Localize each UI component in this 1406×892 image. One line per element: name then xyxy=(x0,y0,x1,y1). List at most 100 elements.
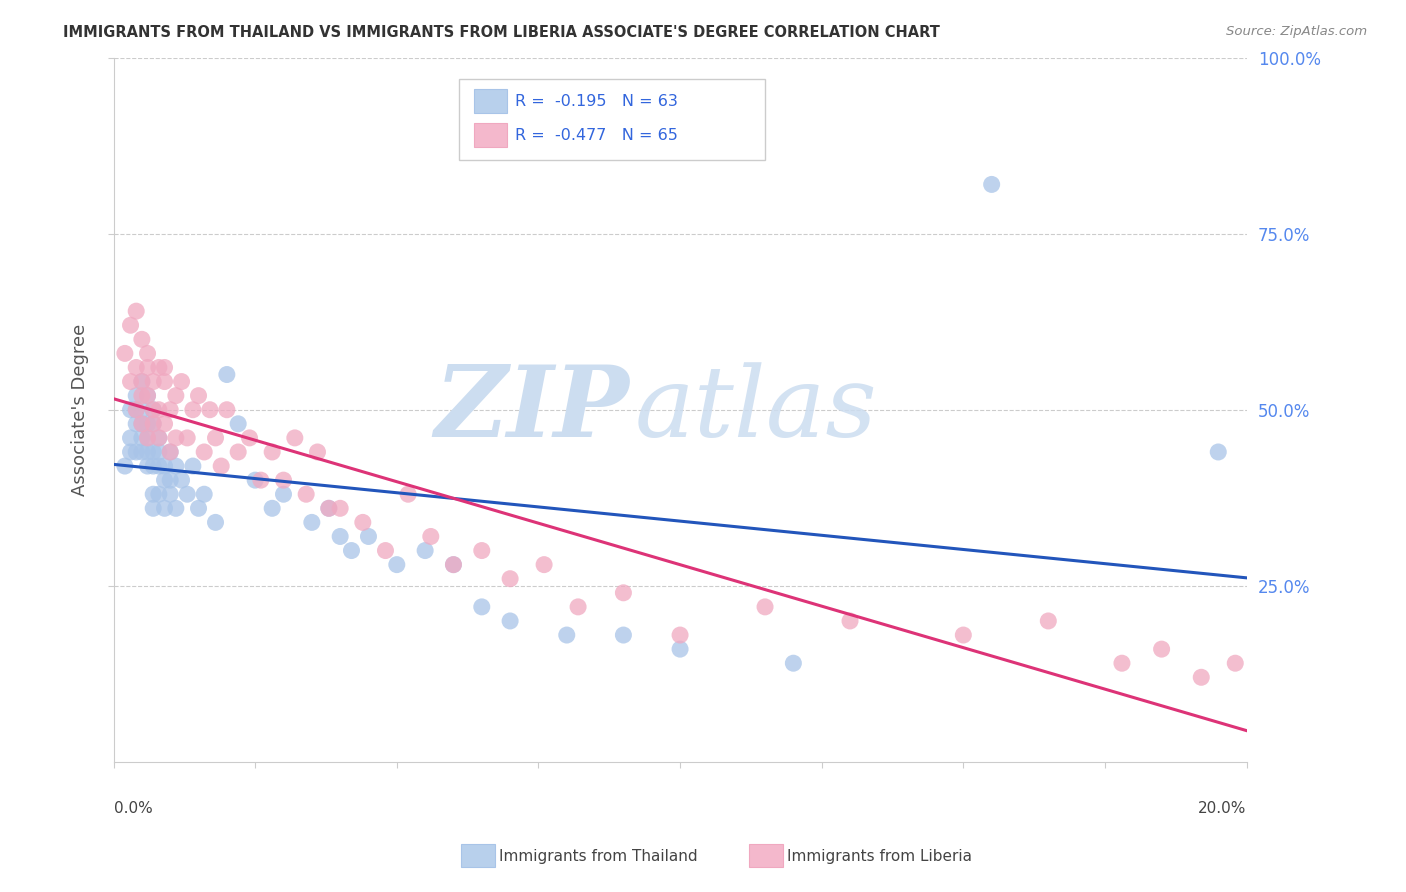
Point xyxy=(131,375,153,389)
Point xyxy=(170,473,193,487)
Point xyxy=(471,599,494,614)
Point xyxy=(471,543,494,558)
Point xyxy=(193,445,215,459)
Point xyxy=(125,417,148,431)
Point xyxy=(612,628,634,642)
Point xyxy=(181,402,204,417)
Point xyxy=(142,487,165,501)
Point xyxy=(159,402,181,417)
Text: 0.0%: 0.0% xyxy=(114,800,152,815)
Point xyxy=(226,445,249,459)
Point xyxy=(125,360,148,375)
Text: ZIP: ZIP xyxy=(434,361,628,458)
Point xyxy=(131,375,153,389)
Point xyxy=(125,402,148,417)
Point xyxy=(153,501,176,516)
Point xyxy=(284,431,307,445)
Point xyxy=(340,543,363,558)
Point xyxy=(142,417,165,431)
Point xyxy=(148,431,170,445)
Point xyxy=(142,375,165,389)
Point xyxy=(1225,657,1247,671)
Point xyxy=(329,529,352,543)
Point xyxy=(120,375,142,389)
Point xyxy=(120,431,142,445)
Point xyxy=(669,628,692,642)
Point xyxy=(131,445,153,459)
Point xyxy=(374,543,396,558)
Point xyxy=(209,458,232,473)
Point xyxy=(204,431,226,445)
Point xyxy=(318,501,340,516)
Point xyxy=(187,389,209,403)
Text: Immigrants from Thailand: Immigrants from Thailand xyxy=(499,849,697,863)
Point xyxy=(198,402,221,417)
Point xyxy=(952,628,974,642)
Point xyxy=(136,360,159,375)
FancyBboxPatch shape xyxy=(460,78,765,160)
Point xyxy=(443,558,465,572)
Point xyxy=(250,473,273,487)
Point xyxy=(125,304,148,318)
Point xyxy=(329,501,352,516)
Point xyxy=(204,516,226,530)
Point xyxy=(533,558,555,572)
Point xyxy=(153,360,176,375)
Point xyxy=(782,657,804,671)
Point xyxy=(153,458,176,473)
Point xyxy=(419,529,441,543)
Point xyxy=(125,445,148,459)
Text: R =  -0.477   N = 65: R = -0.477 N = 65 xyxy=(515,128,678,143)
Point xyxy=(165,458,187,473)
Point xyxy=(176,487,198,501)
Point xyxy=(125,402,148,417)
Point xyxy=(612,586,634,600)
Point xyxy=(114,346,136,360)
Point xyxy=(159,445,181,459)
Point xyxy=(148,402,170,417)
Point xyxy=(262,445,284,459)
Point xyxy=(238,431,260,445)
Point xyxy=(413,543,436,558)
Point xyxy=(273,473,295,487)
Point xyxy=(980,178,1002,192)
Point xyxy=(243,473,266,487)
Point xyxy=(131,389,153,403)
Point xyxy=(176,431,198,445)
Point xyxy=(142,445,165,459)
Point xyxy=(301,516,323,530)
Point xyxy=(142,402,165,417)
Point xyxy=(142,458,165,473)
Point xyxy=(136,445,159,459)
Point xyxy=(273,487,295,501)
Point xyxy=(148,458,170,473)
Point xyxy=(131,417,153,431)
Point xyxy=(262,501,284,516)
Point xyxy=(352,516,374,530)
Point xyxy=(165,501,187,516)
Point xyxy=(142,402,165,417)
Point xyxy=(839,614,862,628)
Point xyxy=(159,473,181,487)
Point xyxy=(136,431,159,445)
Point xyxy=(131,431,153,445)
Point xyxy=(153,417,176,431)
Point xyxy=(136,431,159,445)
Point xyxy=(307,445,329,459)
Point xyxy=(226,417,249,431)
Point xyxy=(385,558,408,572)
Text: IMMIGRANTS FROM THAILAND VS IMMIGRANTS FROM LIBERIA ASSOCIATE'S DEGREE CORRELATI: IMMIGRANTS FROM THAILAND VS IMMIGRANTS F… xyxy=(63,25,941,40)
Point xyxy=(136,389,159,403)
Point xyxy=(357,529,380,543)
Point xyxy=(1038,614,1060,628)
Point xyxy=(159,445,181,459)
Point xyxy=(114,458,136,473)
Point xyxy=(295,487,318,501)
Text: atlas: atlas xyxy=(634,362,877,458)
Text: Source: ZipAtlas.com: Source: ZipAtlas.com xyxy=(1226,25,1367,38)
Text: 20.0%: 20.0% xyxy=(1198,800,1247,815)
Point xyxy=(567,599,589,614)
Point xyxy=(153,375,176,389)
Point xyxy=(148,431,170,445)
Point xyxy=(159,487,181,501)
